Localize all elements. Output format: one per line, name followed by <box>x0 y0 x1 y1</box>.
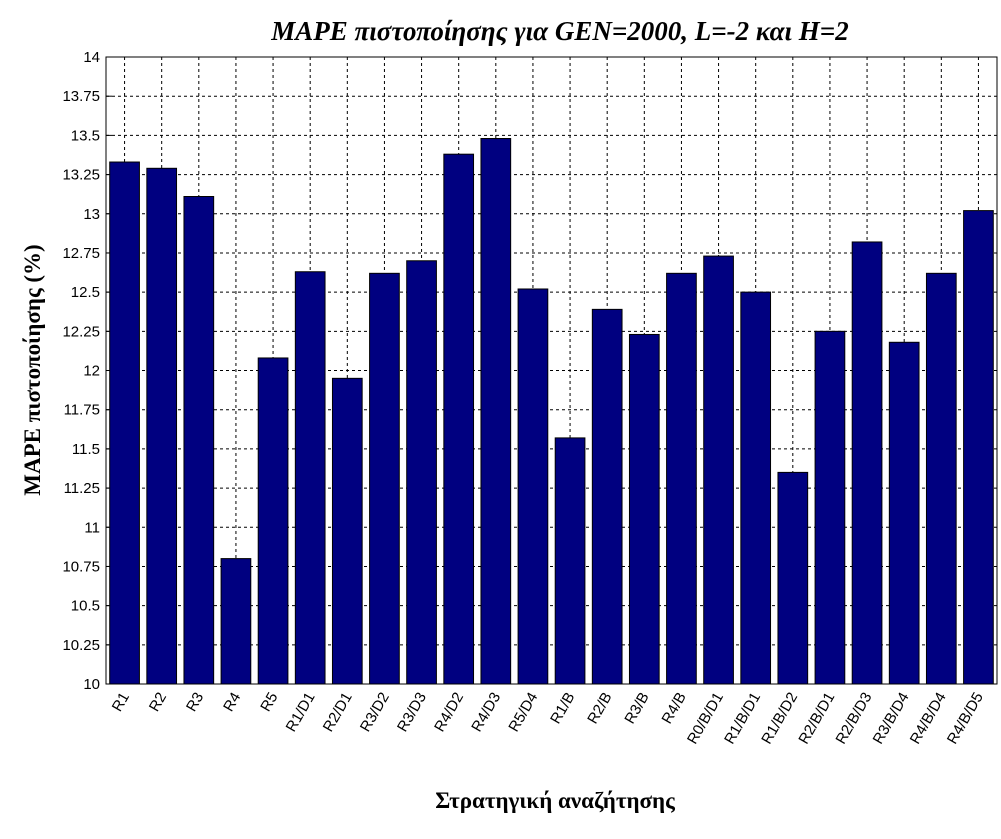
x-tick-label: R4/D3 <box>468 690 504 735</box>
y-tick-label: 10.5 <box>71 598 100 615</box>
bar <box>963 210 994 685</box>
bar <box>480 138 512 685</box>
y-tick-label: 12.5 <box>71 284 100 301</box>
y-tick-label: 13.5 <box>71 127 100 144</box>
bar <box>703 255 734 685</box>
x-tick-label: R2/D1 <box>320 690 356 735</box>
x-axis-label: Στρατηγική αναζήτησης <box>435 788 675 813</box>
x-tick-label: R5 <box>257 690 281 715</box>
bar <box>591 308 623 685</box>
bar <box>146 167 178 685</box>
bar <box>628 333 660 685</box>
bar <box>406 260 437 685</box>
y-tick-label: 11.5 <box>72 441 100 458</box>
bar <box>666 272 697 685</box>
y-tick-label: 10.75 <box>62 558 100 575</box>
x-tick-label: R1/D1 <box>283 690 319 735</box>
bar <box>888 341 920 685</box>
bar <box>443 153 475 685</box>
x-tick-label: R1 <box>109 690 133 715</box>
y-tick-label: 11.75 <box>64 402 100 419</box>
bar <box>183 196 215 685</box>
bar <box>109 161 140 685</box>
x-tick-label: R4/B/D5 <box>944 690 987 748</box>
bar <box>331 377 363 685</box>
bar <box>777 471 809 685</box>
bar <box>294 271 326 685</box>
y-axis-label: MAPE πιστοποίησης (%) <box>20 244 45 495</box>
y-tick-label: 11 <box>84 519 100 536</box>
x-tick-label: R4/D2 <box>431 690 467 735</box>
y-tick-label: 12.75 <box>62 245 100 262</box>
y-tick-label: 13 <box>83 206 100 223</box>
y-tick-label: 13.25 <box>62 167 100 184</box>
y-tick-label: 14 <box>83 49 100 66</box>
bar <box>851 241 883 685</box>
bar <box>369 272 400 685</box>
x-tick-label: R3/D2 <box>357 690 393 735</box>
x-tick-label: R5/D4 <box>505 690 541 735</box>
y-tick-label: 12 <box>83 363 100 380</box>
bar <box>517 288 549 685</box>
bar <box>925 272 957 685</box>
bar <box>257 357 289 685</box>
axes-box <box>105 56 998 685</box>
y-tick-label: 10.25 <box>62 637 100 654</box>
x-tick-label: R3/D3 <box>394 690 430 735</box>
x-tick-label: R4/B <box>658 690 689 727</box>
x-tick-label: R2 <box>146 690 170 715</box>
x-tick-label: R1/B <box>547 690 578 727</box>
x-tick-label: R3 <box>183 690 207 715</box>
bar <box>554 437 586 685</box>
y-tick-label: 11.25 <box>64 480 100 497</box>
bar <box>220 558 252 685</box>
chart-title: MAPE πιστοποίησης για GEN=2000, L=-2 και… <box>270 16 848 46</box>
bar <box>740 291 772 685</box>
x-tick-label: R3/B <box>621 690 652 727</box>
bar <box>814 330 846 685</box>
x-tick-label: R4 <box>220 690 244 715</box>
x-tick-label: R2/B <box>584 690 615 727</box>
y-tick-label: 13.75 <box>62 88 100 105</box>
y-tick-label: 10 <box>83 676 100 693</box>
y-tick-label: 12.25 <box>62 323 100 340</box>
